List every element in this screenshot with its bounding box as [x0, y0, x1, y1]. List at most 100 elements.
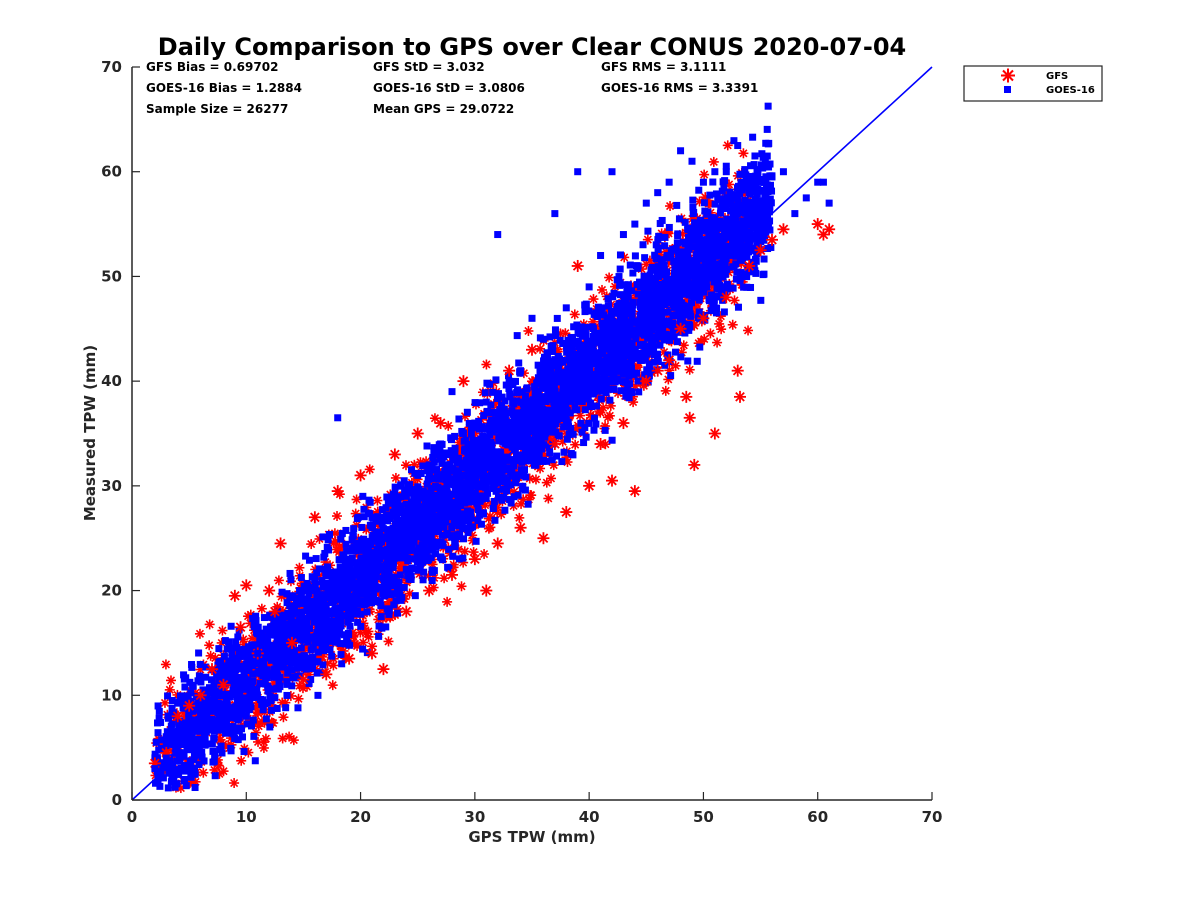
goes-cloud-point — [590, 426, 598, 434]
goes-cloud-point — [376, 528, 384, 536]
goes-cloud-point — [247, 722, 255, 730]
goes-cloud-point — [538, 384, 546, 392]
goes-cloud-point — [305, 679, 313, 687]
goes-cloud-point — [521, 392, 529, 400]
goes-cloud-point — [287, 576, 295, 584]
goes-cloud-point — [371, 596, 379, 604]
gfs-cloud-point — [570, 439, 581, 450]
goes-cloud-point — [344, 618, 352, 626]
goes-cloud-point — [530, 408, 538, 416]
goes-cloud-point — [422, 550, 430, 558]
goes-cloud-point — [667, 372, 675, 380]
goes-cloud-point — [723, 194, 731, 202]
gfs-cloud-point — [327, 680, 338, 691]
goes-cloud-point — [581, 308, 589, 316]
goes-cloud-point — [338, 530, 346, 538]
gfs-cloud-point — [363, 626, 374, 637]
goes-cloud-point — [357, 610, 365, 618]
goes-cloud-point — [693, 357, 701, 365]
goes-cloud-point — [314, 648, 322, 656]
goes-cloud-point — [283, 680, 291, 688]
goes-cloud-point — [314, 597, 322, 605]
goes-cloud-point — [343, 635, 351, 643]
goes-cloud-point — [340, 631, 348, 639]
goes-cloud-point — [333, 635, 341, 643]
goes-cloud-point — [372, 528, 380, 536]
goes-cloud-point — [470, 498, 478, 506]
gfs-cloud-point — [546, 473, 557, 484]
goes-cloud-point — [492, 487, 500, 495]
goes-cloud-point — [309, 653, 317, 661]
goes-cloud-point — [459, 554, 467, 562]
goes-cloud-point — [555, 391, 563, 399]
goes-cloud-point — [650, 358, 658, 366]
goes-cloud-point — [297, 631, 305, 639]
goes-cloud-point — [597, 306, 605, 314]
goes-cloud-point — [457, 498, 465, 506]
goes-cloud-point — [208, 740, 216, 748]
goes-cloud-point — [266, 613, 274, 621]
goes-cloud-point — [664, 351, 672, 359]
goes-cloud-point — [634, 377, 642, 385]
goes-cloud-point — [227, 744, 235, 752]
gfs-cloud-point — [743, 325, 754, 336]
goes-cloud-point — [312, 555, 320, 563]
goes-cloud-point — [703, 210, 711, 218]
goes-cloud-point — [685, 239, 693, 247]
goes-cloud-point — [451, 432, 459, 440]
goes-cloud-point — [438, 494, 446, 502]
goes-cloud-point — [663, 254, 671, 262]
goes-cloud-point — [603, 332, 611, 340]
goes-cloud-point — [301, 653, 309, 661]
goes-cloud-point — [282, 704, 290, 712]
goes-cloud-point — [534, 408, 542, 416]
gfs-cloud-point — [543, 493, 554, 504]
goes-cloud-point — [499, 466, 507, 474]
goes-cloud-point — [681, 218, 689, 226]
goes-cloud-point — [568, 362, 576, 370]
goes-cloud-point — [761, 158, 769, 166]
goes-cloud-point — [158, 759, 166, 767]
goes-cloud-point — [549, 391, 557, 399]
goes-cloud-point — [685, 326, 693, 334]
goes-cloud-point — [641, 254, 649, 262]
goes-cloud-point — [463, 408, 471, 416]
goes-cloud-point — [303, 579, 311, 587]
goes-cloud-point — [230, 730, 238, 738]
goes-cloud-point — [474, 506, 482, 514]
goes-cloud-point — [381, 592, 389, 600]
stat-gfs-rms: GFS RMS = 3.1111 — [601, 60, 726, 74]
goes-cloud-point — [168, 704, 176, 712]
goes-cloud-point — [523, 385, 531, 393]
stat-sample-size: Sample Size = 26277 — [146, 102, 288, 116]
goes-cloud-point — [307, 675, 315, 683]
goes-cloud-point — [494, 493, 502, 501]
goes-cloud-point — [462, 436, 470, 444]
goes-cloud-point — [688, 292, 696, 300]
goes-cloud-point — [476, 511, 484, 519]
goes-cloud-point — [181, 719, 189, 727]
goes-cloud-point — [358, 560, 366, 568]
goes-cloud-point — [436, 446, 444, 454]
goes-cloud-point — [654, 245, 662, 253]
goes-cloud-point — [254, 623, 262, 631]
goes-cloud-point — [234, 736, 242, 744]
goes-cloud-point — [510, 462, 518, 470]
goes-cloud-point — [249, 716, 257, 724]
goes-cloud-point — [379, 525, 387, 533]
goes-cloud-point — [419, 576, 427, 584]
goes-cloud-point — [673, 338, 681, 346]
goes-cloud-point — [558, 458, 566, 466]
gfs-cloud-point — [284, 731, 295, 742]
goes-cloud-point — [274, 652, 282, 660]
goes-cloud-point — [378, 506, 386, 514]
goes-cloud-point — [173, 780, 181, 788]
goes-cloud-point — [535, 457, 543, 465]
goes-cloud-point — [518, 388, 526, 396]
goes-cloud-point — [628, 389, 636, 397]
goes-cloud-point — [423, 442, 431, 450]
goes-cloud-point — [469, 437, 477, 445]
goes-cloud-point — [256, 680, 264, 688]
goes-cloud-point — [503, 487, 511, 495]
gfs-cloud-point — [159, 697, 170, 708]
